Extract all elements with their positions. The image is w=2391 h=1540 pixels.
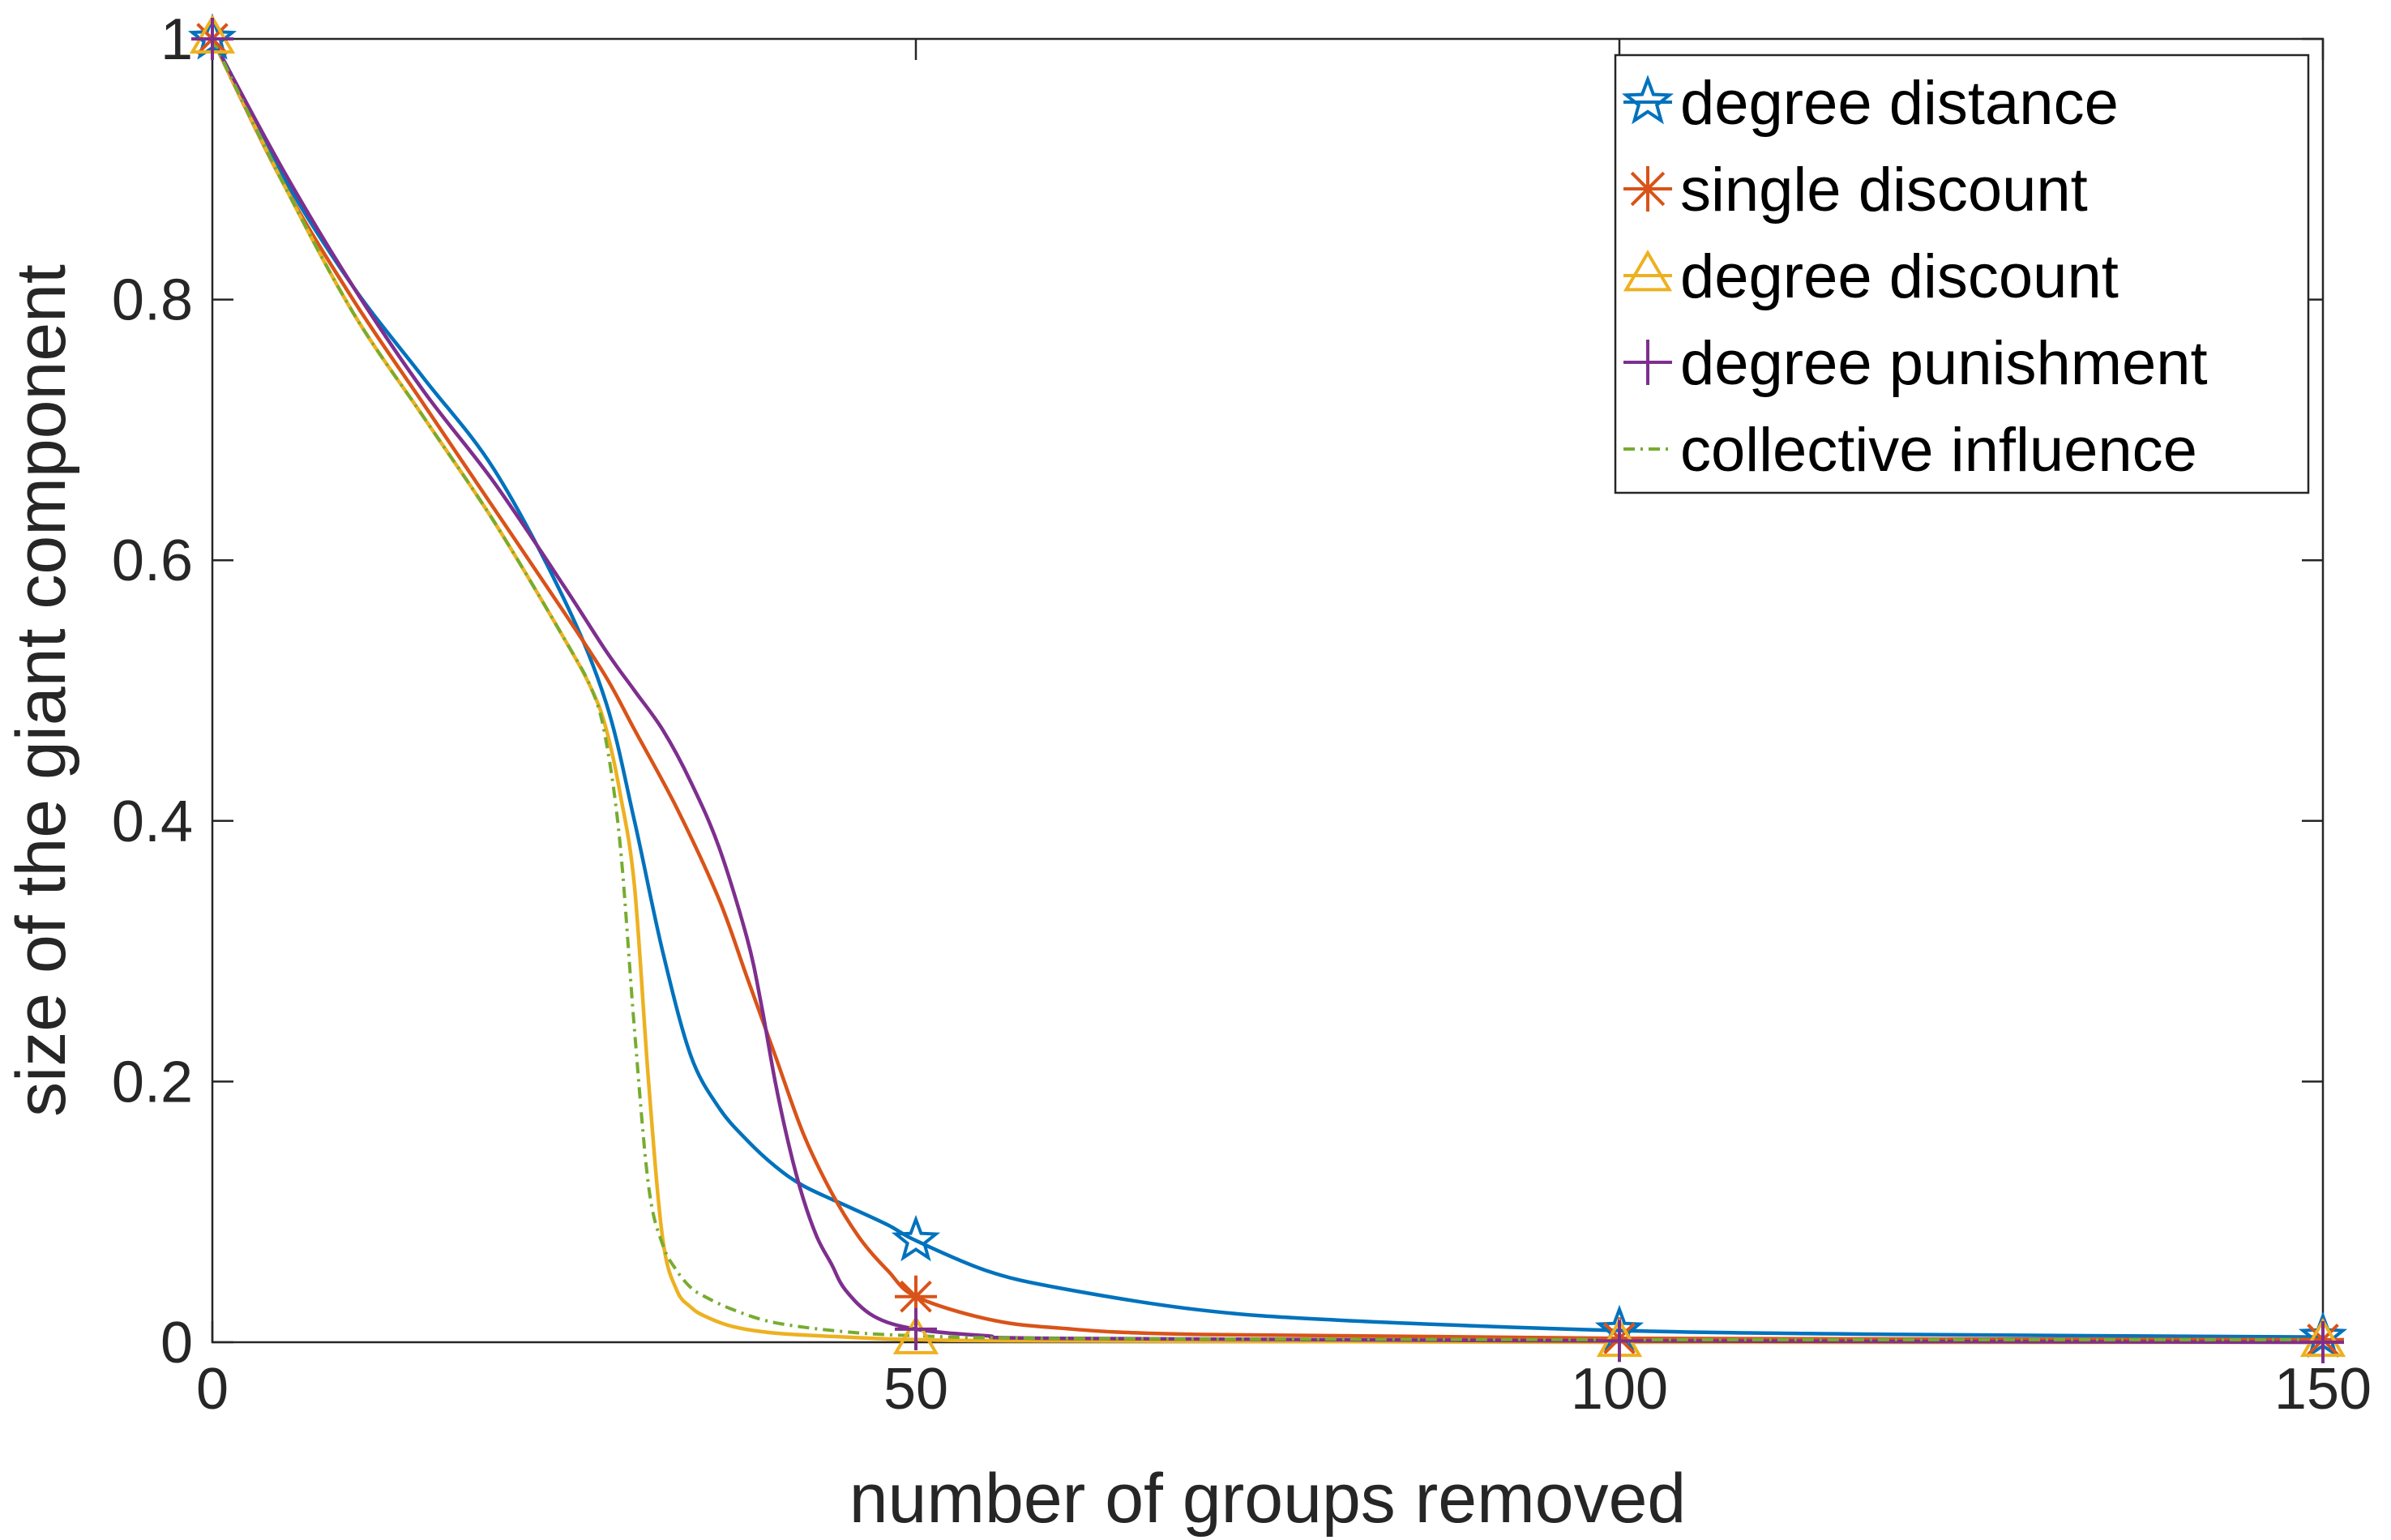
marker-degree-discount: [892, 1315, 939, 1354]
marker-degree-punishment: [1598, 1320, 1640, 1362]
legend-marker-degree-discount: [1623, 250, 1673, 292]
legend-box: [1614, 53, 2310, 494]
legend-label-single-discount: single discount: [1680, 156, 2088, 225]
y-tick-label: 0.8: [112, 268, 193, 333]
x-tick-label: 50: [883, 1357, 948, 1422]
series-line-collective-influence: [211, 38, 2324, 1341]
legend-label-degree-discount: degree discount: [1680, 242, 2119, 311]
y-tick-label: 0.4: [112, 789, 193, 854]
marker-degree-punishment: [2302, 1321, 2344, 1363]
x-tick-label: 100: [1571, 1357, 1668, 1422]
legend-label-degree-punishment: degree punishment: [1680, 329, 2208, 398]
series-line-degree-distance: [211, 37, 2324, 1339]
y-tick-label: 0: [160, 1311, 193, 1375]
series-line-single-discount: [210, 38, 2324, 1342]
legend-marker-degree-punishment: [1625, 340, 1670, 385]
legend-marker-single-discount: [1625, 166, 1670, 212]
legend: degree distance single discount degree dis…: [1614, 53, 2310, 494]
series-lines: [210, 37, 2324, 1345]
marker-degree-punishment: [895, 1307, 937, 1350]
y-tick-label: 1: [160, 7, 193, 72]
axis-ticks: 0 50 100 150 0 0.2 0.4 0.6 0.8 1: [112, 7, 2372, 1422]
y-tick-label: 0.2: [112, 1050, 193, 1114]
legend-label-degree-distance: degree distance: [1680, 69, 2119, 138]
marker-degree-distance: [891, 1214, 941, 1262]
legend-label-collective-influence: collective influence: [1680, 416, 2197, 485]
x-tick-label: 150: [2274, 1357, 2372, 1422]
x-axis-label: number of groups removed: [849, 1460, 1687, 1538]
y-axis-label: size of the giant component: [2, 264, 80, 1117]
y-tick-label: 0.6: [112, 528, 193, 593]
legend-marker-degree-distance: [1621, 75, 1675, 125]
series-markers: [187, 13, 2348, 1363]
x-tick-label: 0: [196, 1357, 229, 1422]
marker-degree-punishment: [191, 18, 233, 60]
